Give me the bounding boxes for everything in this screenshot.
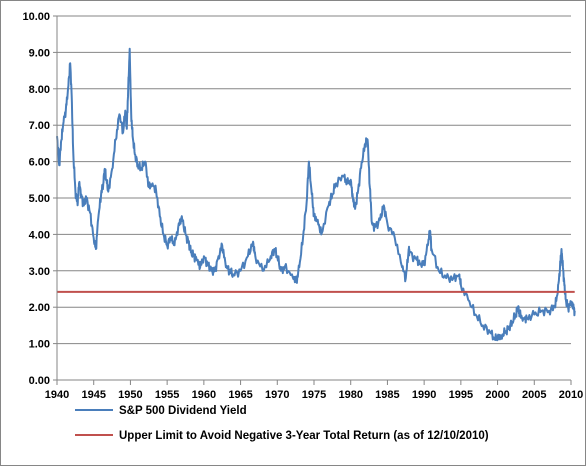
y-tick-label: 9.00 [29, 47, 50, 59]
x-tick-label: 1960 [192, 389, 216, 401]
x-tick-label: 1965 [228, 389, 252, 401]
y-tick-label: 3.00 [29, 266, 50, 278]
x-tick-label: 2000 [485, 389, 509, 401]
x-tick-label: 2005 [522, 389, 546, 401]
x-tick-label: 1955 [155, 389, 179, 401]
x-tick-label: 1985 [375, 389, 399, 401]
x-tick-label: 1990 [412, 389, 436, 401]
x-tick-label: 1995 [449, 389, 473, 401]
legend-label: S&P 500 Dividend Yield [119, 405, 247, 417]
x-tick-label: 1970 [265, 389, 289, 401]
series-line-dividend-yield [56, 47, 576, 342]
legend: S&P 500 Dividend Yield Upper Limit to Avo… [75, 405, 489, 442]
series-layer [56, 47, 576, 342]
x-tick-label: 1945 [81, 389, 105, 401]
y-tick-label: 8.00 [29, 84, 50, 96]
y-tick-label: 10.00 [22, 11, 50, 23]
y-tick-label: 5.00 [29, 193, 50, 205]
axes: 0.00 1.00 2.00 3.00 4.00 5.00 6.00 7.00 8.00 9.00… [22, 11, 583, 401]
x-tick-label: 1975 [302, 389, 326, 401]
x-tick-label: 1950 [118, 389, 142, 401]
y-tick-label: 4.00 [29, 229, 50, 241]
x-tick-label: 2010 [559, 389, 583, 401]
y-tick-label: 7.00 [29, 120, 50, 132]
y-tick-label: 6.00 [29, 157, 50, 169]
x-tick-label: 1980 [338, 389, 362, 401]
grid-lines [57, 15, 571, 345]
y-tick-label: 2.00 [29, 302, 50, 314]
y-tick-label: 1.00 [29, 339, 50, 351]
legend-label: Upper Limit to Avoid Negative 3-Year Tot… [119, 430, 489, 442]
y-tick-label: 0.00 [29, 375, 50, 387]
x-tick-label: 1940 [45, 389, 69, 401]
